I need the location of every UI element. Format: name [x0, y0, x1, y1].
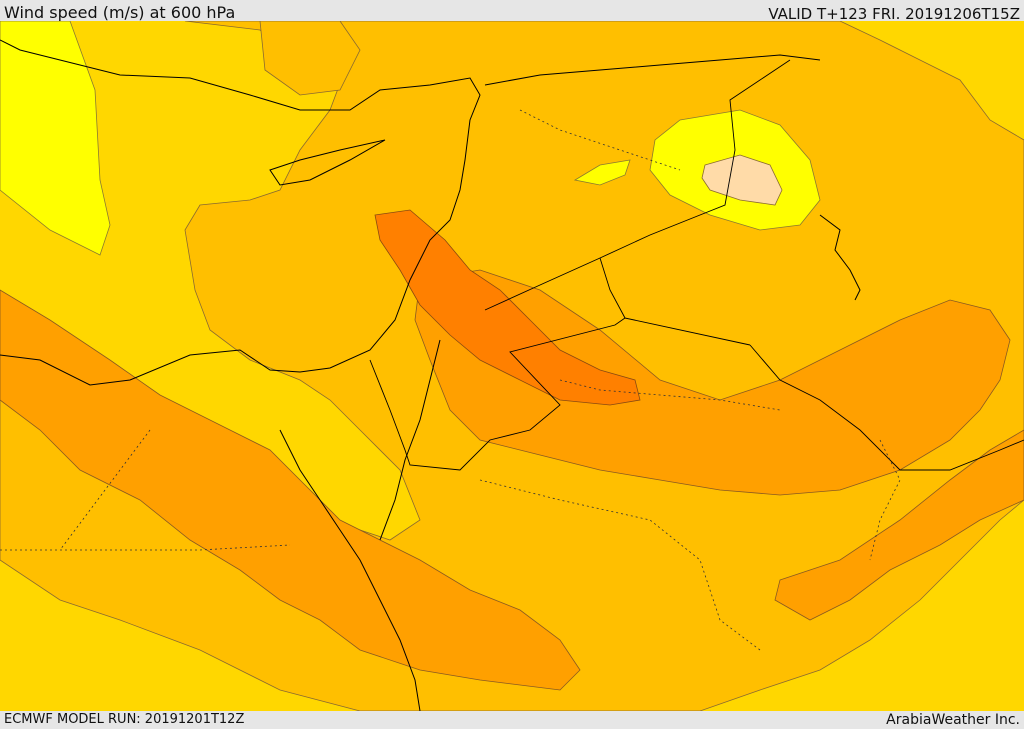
- strong-wind-band-east: [414, 269, 1011, 496]
- calm-wind-patch: [701, 154, 783, 206]
- country-borders: [369, 59, 1024, 471]
- medium-wind-region-north: [259, 21, 361, 96]
- map-title: Wind speed (m/s) at 600 hPa: [4, 3, 236, 22]
- strongest-wind-core: [374, 209, 641, 406]
- wind-speed-map: [0, 21, 1024, 711]
- header-bar: Wind speed (m/s) at 600 hPa VALID T+123 …: [0, 0, 1024, 23]
- credit-label: ArabiaWeather Inc.: [886, 712, 1020, 728]
- model-run-label: ECMWF MODEL RUN: 20191201T12Z: [4, 712, 245, 727]
- strong-wind-band-southeast: [774, 429, 1024, 621]
- footer-bar: ECMWF MODEL RUN: 20191201T12Z ArabiaWeat…: [0, 711, 1024, 729]
- coastlines: [0, 39, 861, 711]
- admin-boundaries: [0, 109, 901, 651]
- weak-wind-region-west: [0, 21, 111, 256]
- weak-wind-patch-north: [573, 159, 631, 186]
- valid-time: VALID T+123 FRI. 20191206T15Z: [768, 5, 1020, 23]
- strong-wind-band: [0, 289, 581, 691]
